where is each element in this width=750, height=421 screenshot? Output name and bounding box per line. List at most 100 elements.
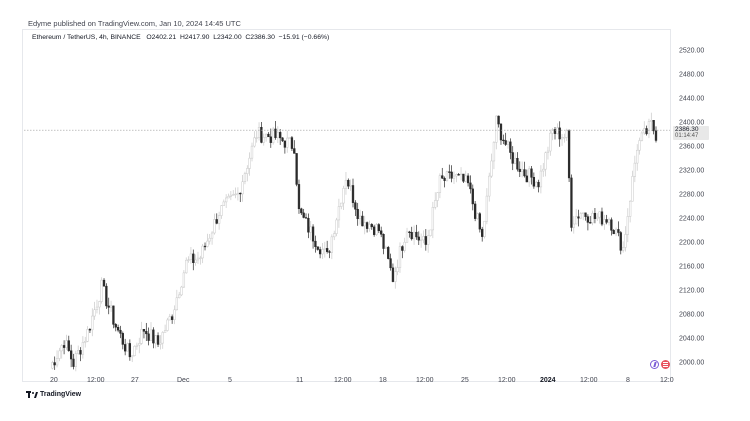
candle-body bbox=[95, 306, 99, 310]
candle-body bbox=[621, 247, 625, 251]
candle-body bbox=[109, 305, 113, 308]
candle-body bbox=[459, 173, 463, 176]
candle-body bbox=[283, 140, 287, 148]
candle-body bbox=[481, 228, 484, 237]
candle-body bbox=[586, 216, 590, 223]
candle-body bbox=[161, 332, 164, 344]
candle-body bbox=[121, 333, 124, 345]
candle-body bbox=[234, 193, 237, 196]
candle-body bbox=[506, 141, 510, 145]
candle-body bbox=[363, 222, 366, 227]
tradingview-logo-icon bbox=[26, 391, 38, 398]
candle-body bbox=[596, 216, 599, 219]
x-tick-label: 12:00 bbox=[498, 377, 516, 384]
y-tick-label: 2320.00 bbox=[679, 168, 704, 175]
candle-body bbox=[215, 219, 218, 224]
candle-body bbox=[607, 219, 611, 223]
y-tick-label: 2200.00 bbox=[679, 240, 704, 247]
candle-body bbox=[485, 195, 489, 222]
candle-body bbox=[243, 173, 247, 183]
candle-body bbox=[605, 219, 608, 223]
candle-body bbox=[546, 150, 550, 154]
candle-body bbox=[335, 219, 338, 234]
candle-body bbox=[629, 200, 632, 217]
candle-body bbox=[168, 316, 171, 321]
candle-body bbox=[304, 217, 308, 219]
x-tick-label: 20 bbox=[50, 377, 58, 384]
candle-body bbox=[145, 331, 148, 335]
x-tick-label: 18 bbox=[379, 377, 387, 384]
candle-body bbox=[307, 217, 310, 233]
candle-body bbox=[389, 258, 392, 269]
symbol-name[interactable]: Ethereum / TetherUS, 4h, BINANCE bbox=[32, 34, 141, 41]
candle-body bbox=[443, 177, 446, 181]
candle-body bbox=[497, 115, 500, 125]
candle-body bbox=[225, 197, 228, 203]
lightning-icon[interactable] bbox=[650, 360, 659, 369]
candle-body bbox=[591, 212, 594, 224]
candle-body bbox=[633, 162, 637, 177]
candle-body bbox=[462, 173, 465, 182]
x-tick-label: Dec bbox=[177, 377, 190, 384]
candle-body bbox=[636, 149, 639, 164]
candle-body bbox=[560, 137, 564, 140]
candle-body bbox=[279, 132, 282, 139]
candle-body bbox=[133, 346, 136, 356]
candle-body bbox=[410, 232, 413, 240]
candle-body bbox=[192, 253, 195, 263]
candle-body bbox=[201, 245, 204, 259]
x-tick-label: 12:0 bbox=[660, 377, 674, 384]
symbol-legend: Ethereum / TetherUS, 4h, BINANCE O2402.2… bbox=[32, 34, 329, 41]
candle-body bbox=[337, 206, 341, 221]
candle-body bbox=[643, 128, 646, 134]
candle-body bbox=[112, 305, 115, 325]
brand-name: TradingView bbox=[40, 391, 82, 398]
candle-body bbox=[293, 148, 296, 154]
candle-body bbox=[208, 237, 211, 242]
candle-body bbox=[58, 350, 61, 359]
candle-body bbox=[450, 171, 453, 179]
y-tick-label: 2240.00 bbox=[679, 216, 704, 223]
candle-body bbox=[84, 341, 87, 343]
candle-body bbox=[464, 175, 467, 182]
candle-body bbox=[276, 132, 279, 138]
candle-body bbox=[248, 157, 251, 169]
candle-body bbox=[262, 137, 265, 143]
candle-body bbox=[499, 123, 503, 141]
candle-body bbox=[579, 213, 582, 219]
candle-body bbox=[51, 362, 54, 369]
candle-body bbox=[572, 223, 575, 228]
candle-body bbox=[128, 343, 132, 358]
y-tick-label: 2400.00 bbox=[679, 120, 704, 127]
candle-body bbox=[513, 157, 517, 164]
candle-body bbox=[619, 232, 622, 251]
x-tick-label: 12:00 bbox=[87, 377, 105, 384]
candle-body bbox=[264, 133, 268, 138]
candle-body bbox=[511, 152, 514, 164]
y-tick-label: 2280.00 bbox=[679, 192, 704, 199]
candle-body bbox=[290, 137, 294, 149]
candle-body bbox=[203, 245, 207, 248]
x-tick-label: 27 bbox=[131, 377, 139, 384]
candle-body bbox=[199, 257, 202, 260]
candle-body bbox=[295, 153, 298, 185]
candle-body bbox=[650, 120, 653, 122]
candle-body bbox=[114, 324, 117, 328]
candle-body bbox=[271, 128, 275, 143]
candle-body bbox=[584, 212, 587, 217]
candle-body bbox=[384, 247, 388, 249]
candle-body bbox=[419, 239, 423, 241]
candle-body bbox=[490, 160, 493, 177]
us-flag-icon[interactable] bbox=[661, 360, 670, 369]
candle-body bbox=[300, 208, 303, 214]
candle-body bbox=[412, 231, 416, 240]
y-tick-label: 2360.00 bbox=[679, 144, 704, 151]
candle-body bbox=[612, 230, 615, 235]
candle-body bbox=[582, 212, 585, 214]
candle-body bbox=[88, 329, 92, 331]
candle-body bbox=[131, 355, 134, 358]
candle-body bbox=[260, 127, 263, 143]
candle-body bbox=[535, 181, 538, 187]
candle-body bbox=[286, 137, 289, 148]
